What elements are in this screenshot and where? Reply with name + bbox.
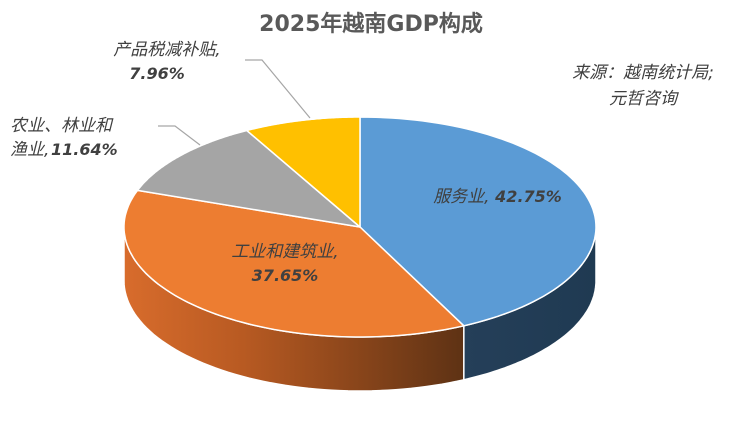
slice-taxes xyxy=(246,116,361,228)
leader-line-agriculture xyxy=(158,125,201,146)
source-line-1: 来源：越南统计局; xyxy=(572,63,714,83)
label-services: 服务业, 42.75% xyxy=(433,187,562,207)
slice-services xyxy=(359,116,597,327)
slice-industry xyxy=(123,189,465,338)
label-industry: 工业和建筑业, 37.65% xyxy=(231,242,339,285)
chart-title: 2025年越南GDP构成 xyxy=(259,12,483,37)
label-agriculture: 农业、林业和 渔业, 11.64% xyxy=(10,116,118,160)
leader-line-taxes xyxy=(245,59,311,119)
label-taxes: 产品税减补贴, 7.96% xyxy=(113,40,221,83)
source-note: 来源：越南统计局; 元哲咨询 xyxy=(548,60,738,112)
source-line-2: 元哲咨询 xyxy=(609,89,677,109)
pie-3d-group xyxy=(123,116,597,392)
slice-agriculture xyxy=(136,129,361,228)
